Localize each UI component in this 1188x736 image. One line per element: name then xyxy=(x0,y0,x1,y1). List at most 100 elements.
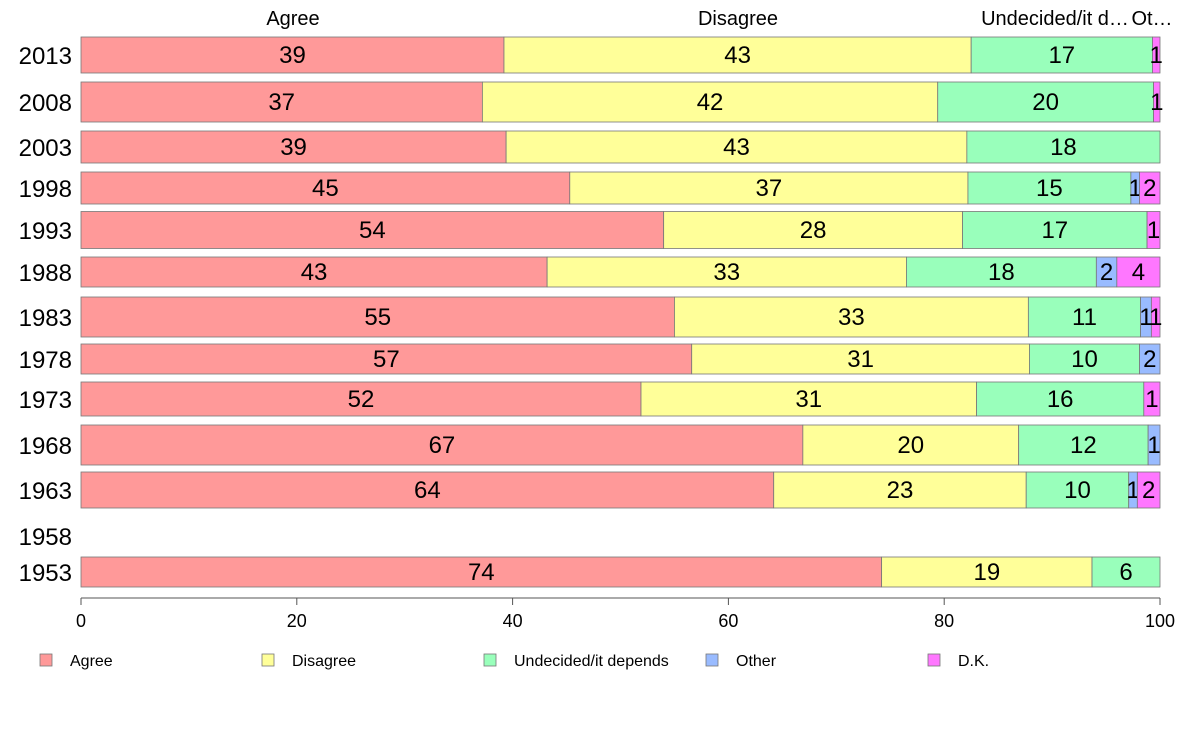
legend-swatch xyxy=(927,653,941,667)
x-axis: 0 20 40 60 80 100 xyxy=(76,597,1175,631)
bar-segment xyxy=(80,130,507,164)
bar-segment xyxy=(1139,343,1161,375)
x-tick-label: 60 xyxy=(718,611,738,631)
data-label: 23 xyxy=(887,477,914,504)
bar-segment xyxy=(503,36,972,74)
bar-segment xyxy=(1091,556,1161,588)
bar-segment xyxy=(481,81,939,123)
data-label: 43 xyxy=(301,259,328,286)
bar-segment xyxy=(80,256,548,288)
data-label: 11 xyxy=(1072,304,1097,331)
x-tick-label: 0 xyxy=(76,611,86,631)
bar-segment xyxy=(962,211,1148,249)
legend-swatch xyxy=(39,653,53,667)
data-label: 55 xyxy=(364,304,391,331)
data-label: 1 xyxy=(1129,175,1142,202)
data-label: 2 xyxy=(1143,175,1156,202)
data-label: 1 xyxy=(1150,42,1163,69)
bar-segment xyxy=(1147,424,1161,466)
data-label: 1 xyxy=(1147,217,1160,244)
bar-segment xyxy=(906,256,1097,288)
bar-segment xyxy=(1152,36,1161,74)
year-label: 1998 xyxy=(19,176,72,203)
year-label: 1963 xyxy=(19,478,72,505)
bar-segment xyxy=(802,424,1020,466)
bar-segment xyxy=(1143,381,1161,417)
data-label: 16 xyxy=(1047,386,1074,413)
year-label: 1953 xyxy=(19,560,72,587)
bar-segment xyxy=(976,381,1145,417)
legend-label: Undecided/it depends xyxy=(514,653,669,670)
bar-segment xyxy=(663,211,963,249)
bar-segment xyxy=(80,211,665,249)
bar-segment xyxy=(640,381,977,417)
bar-segment xyxy=(1139,171,1161,205)
legend-swatch xyxy=(261,653,275,667)
x-tick-label: 80 xyxy=(934,611,954,631)
data-label: 15 xyxy=(1036,175,1063,202)
data-label: 6 xyxy=(1119,559,1132,586)
data-label: 52 xyxy=(348,386,375,413)
data-label: 20 xyxy=(1032,89,1059,116)
bar-segment xyxy=(80,556,883,588)
legend-swatch xyxy=(705,653,719,667)
data-label: 4 xyxy=(1132,259,1145,286)
series-header-label: Disagree xyxy=(698,8,778,30)
bar-segment xyxy=(1153,81,1161,123)
bar-segment xyxy=(937,81,1154,123)
bar-segment xyxy=(80,381,642,417)
data-label: 1 xyxy=(1147,432,1160,459)
bar-segment xyxy=(80,424,804,466)
data-label: 39 xyxy=(279,42,306,69)
data-label: 10 xyxy=(1064,477,1091,504)
legend-label: Other xyxy=(736,653,777,670)
data-label: 33 xyxy=(713,259,740,286)
data-label: 2 xyxy=(1100,259,1113,286)
data-label: 28 xyxy=(800,217,827,244)
x-tick-label: 20 xyxy=(287,611,307,631)
bar-segment xyxy=(80,36,505,74)
legend-swatch xyxy=(483,653,497,667)
data-label: 17 xyxy=(1041,217,1068,244)
data-label: 17 xyxy=(1048,42,1075,69)
data-label: 54 xyxy=(359,217,386,244)
data-label: 31 xyxy=(847,346,874,373)
series-header-label: Ot… xyxy=(1131,8,1172,30)
bar-segment xyxy=(970,36,1153,74)
series-header-label: Agree xyxy=(266,8,319,30)
year-label: 1978 xyxy=(19,347,72,374)
year-label: 1958 xyxy=(19,524,72,551)
year-label: 1993 xyxy=(19,218,72,245)
data-label: 33 xyxy=(838,304,865,331)
data-label: 31 xyxy=(795,386,822,413)
legend-label: D.K. xyxy=(958,653,989,670)
bar-segment xyxy=(80,296,675,338)
year-label: 1973 xyxy=(19,387,72,414)
data-label: 37 xyxy=(756,175,783,202)
data-label: 45 xyxy=(312,175,339,202)
data-label: 64 xyxy=(414,477,441,504)
data-label: 42 xyxy=(697,89,724,116)
data-label: 2 xyxy=(1143,346,1156,373)
data-label: 67 xyxy=(429,432,456,459)
legend-label: Agree xyxy=(70,653,113,670)
year-label: 1983 xyxy=(19,305,72,332)
data-label: 57 xyxy=(373,346,400,373)
data-label: 1 xyxy=(1139,304,1152,331)
data-label: 18 xyxy=(988,259,1015,286)
bar-segment xyxy=(691,343,1030,375)
data-label: 1 xyxy=(1149,304,1162,331)
bar-segment xyxy=(546,256,907,288)
bar-segment xyxy=(569,171,969,205)
data-label: 1 xyxy=(1126,477,1139,504)
bar-segment xyxy=(967,171,1132,205)
bar-segment xyxy=(1116,256,1161,288)
legend-label: Disagree xyxy=(292,653,356,670)
bar-segment xyxy=(1027,296,1141,338)
year-label: 1968 xyxy=(19,433,72,460)
year-label: 2008 xyxy=(19,90,72,117)
x-tick-label: 100 xyxy=(1145,611,1175,631)
bar-segment xyxy=(1146,211,1161,249)
bar-segment xyxy=(1029,343,1140,375)
